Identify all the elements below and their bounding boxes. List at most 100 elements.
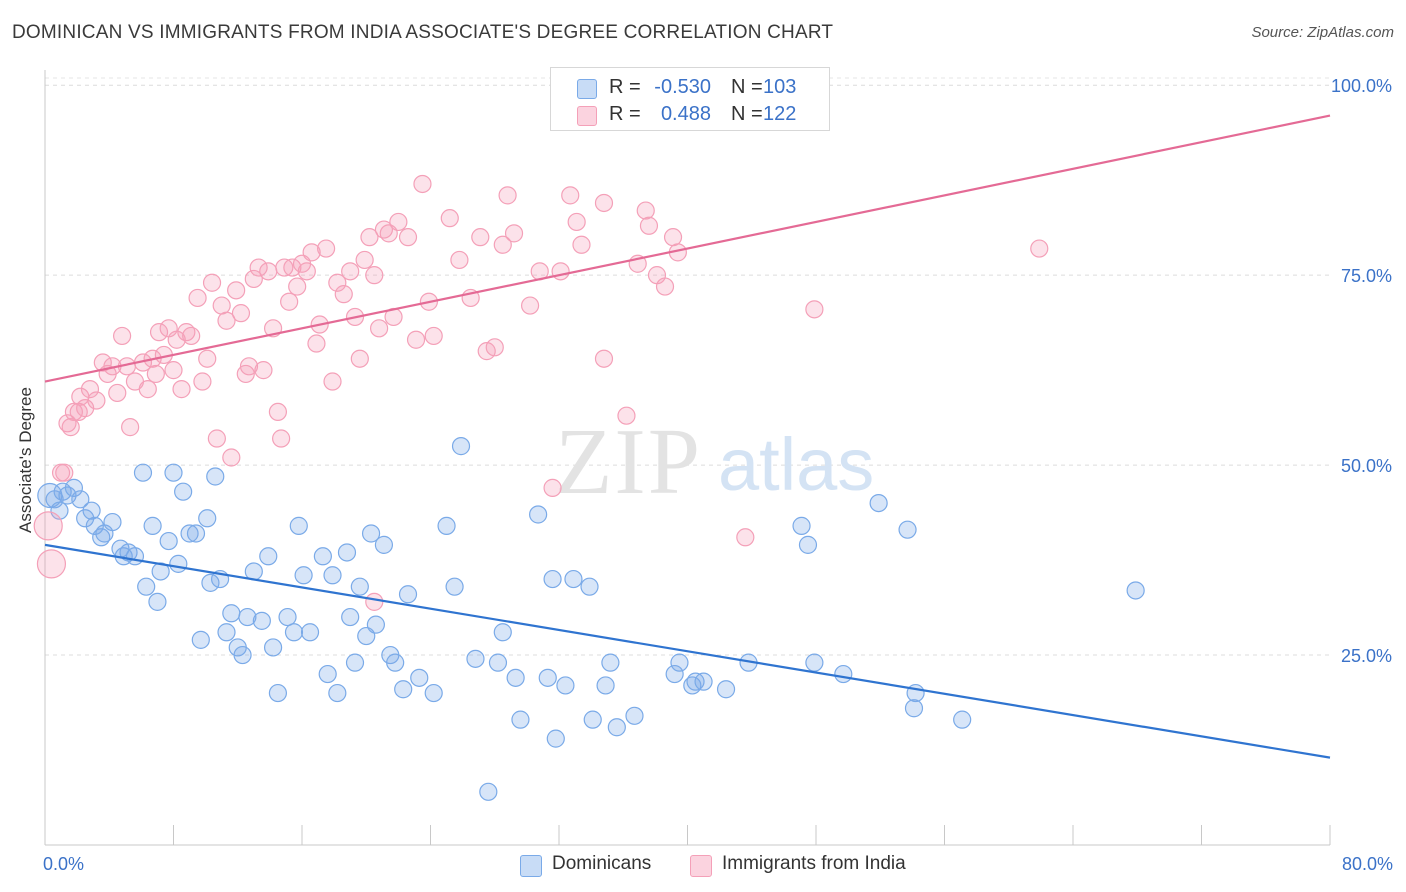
data-point	[386, 653, 405, 672]
legend-r-value: 0.488	[660, 103, 711, 125]
data-point	[50, 501, 69, 520]
data-point	[663, 228, 683, 247]
tick-labels: 25.0% 50.0% 75.0% 100.0% 0.0% 80.0%	[43, 76, 1393, 874]
y-tick-label: 25.0%	[1341, 646, 1392, 666]
legend-r-value: -0.530	[654, 76, 711, 98]
data-point	[551, 262, 570, 281]
data-point	[580, 577, 599, 596]
data-point	[355, 250, 374, 270]
data-point	[564, 569, 583, 589]
data-point	[263, 638, 283, 657]
data-point	[594, 193, 614, 213]
trend-line	[44, 114, 1331, 383]
data-point	[146, 364, 165, 384]
data-point	[365, 592, 384, 611]
legend-row-dominicans: R = -0.530 N = 103	[551, 75, 829, 101]
data-point	[445, 577, 464, 596]
data-point	[64, 478, 84, 497]
data-point	[805, 300, 824, 319]
data-point	[394, 680, 413, 699]
data-point	[583, 710, 602, 729]
y-tick-label: 50.0%	[1341, 456, 1392, 476]
legend-n-label: N =	[731, 76, 763, 98]
data-point	[87, 391, 106, 410]
data-point	[284, 623, 304, 642]
data-point	[601, 653, 620, 672]
data-point	[792, 516, 811, 535]
data-point	[406, 330, 426, 349]
trend-lines	[44, 114, 1331, 759]
data-point	[341, 262, 360, 281]
data-point	[869, 493, 888, 513]
data-point	[201, 573, 220, 592]
bottom-legend: Dominicans Immigrants from India	[0, 852, 1406, 878]
data-point	[64, 402, 84, 422]
grid-lines	[45, 77, 1330, 656]
data-point	[169, 554, 188, 573]
data-point	[670, 653, 689, 672]
data-point	[366, 615, 385, 634]
data-point	[297, 262, 316, 281]
data-point	[334, 285, 353, 304]
data-point	[231, 304, 251, 323]
data-point	[198, 509, 217, 528]
legend-r-label: R =	[609, 76, 641, 98]
data-point	[172, 380, 191, 399]
data-point	[316, 239, 336, 258]
data-point	[85, 516, 104, 535]
data-point	[222, 604, 241, 623]
data-point	[259, 547, 278, 566]
data-point	[561, 186, 580, 205]
data-point	[174, 482, 193, 501]
legend-swatch-dominicans	[577, 79, 597, 99]
data-point	[450, 250, 469, 270]
data-point	[488, 653, 508, 672]
data-point	[300, 623, 320, 642]
data-point	[238, 607, 257, 627]
data-point	[572, 235, 591, 254]
data-point	[471, 228, 490, 247]
data-point	[511, 710, 530, 729]
y-axis-label: Associate's Degree	[16, 387, 35, 533]
data-point	[424, 683, 443, 703]
data-point	[244, 269, 263, 289]
data-point	[424, 326, 443, 346]
y-tick-label: 75.0%	[1341, 266, 1392, 286]
data-point	[529, 505, 548, 524]
data-point	[398, 228, 418, 247]
data-point	[222, 448, 241, 467]
data-point	[148, 592, 167, 611]
data-point	[665, 664, 684, 684]
data-point	[370, 319, 389, 338]
data-point	[437, 516, 456, 535]
data-point	[451, 437, 471, 456]
data-point	[607, 718, 626, 737]
data-point	[625, 706, 644, 725]
data-point	[76, 509, 95, 528]
data-point	[594, 349, 614, 368]
data-point	[149, 323, 169, 342]
data-point	[294, 566, 313, 585]
data-point	[543, 478, 562, 497]
data-point	[159, 531, 178, 551]
data-point	[567, 212, 586, 232]
data-point	[341, 607, 360, 627]
data-point	[186, 524, 206, 543]
data-point	[898, 520, 917, 539]
watermark-zip: ZIP	[555, 410, 702, 514]
data-point	[904, 699, 924, 718]
data-point	[307, 334, 326, 353]
data-point	[217, 623, 236, 642]
data-point	[207, 429, 226, 448]
data-point	[520, 296, 540, 315]
watermark: ZIP atlas	[555, 410, 874, 514]
data-point	[259, 262, 278, 281]
data-point	[716, 680, 736, 699]
data-point	[345, 653, 365, 672]
data-point	[493, 623, 512, 642]
data-point	[694, 672, 713, 691]
data-point	[410, 668, 429, 687]
legend-n-value: 103	[763, 76, 797, 98]
data-point	[350, 577, 369, 596]
